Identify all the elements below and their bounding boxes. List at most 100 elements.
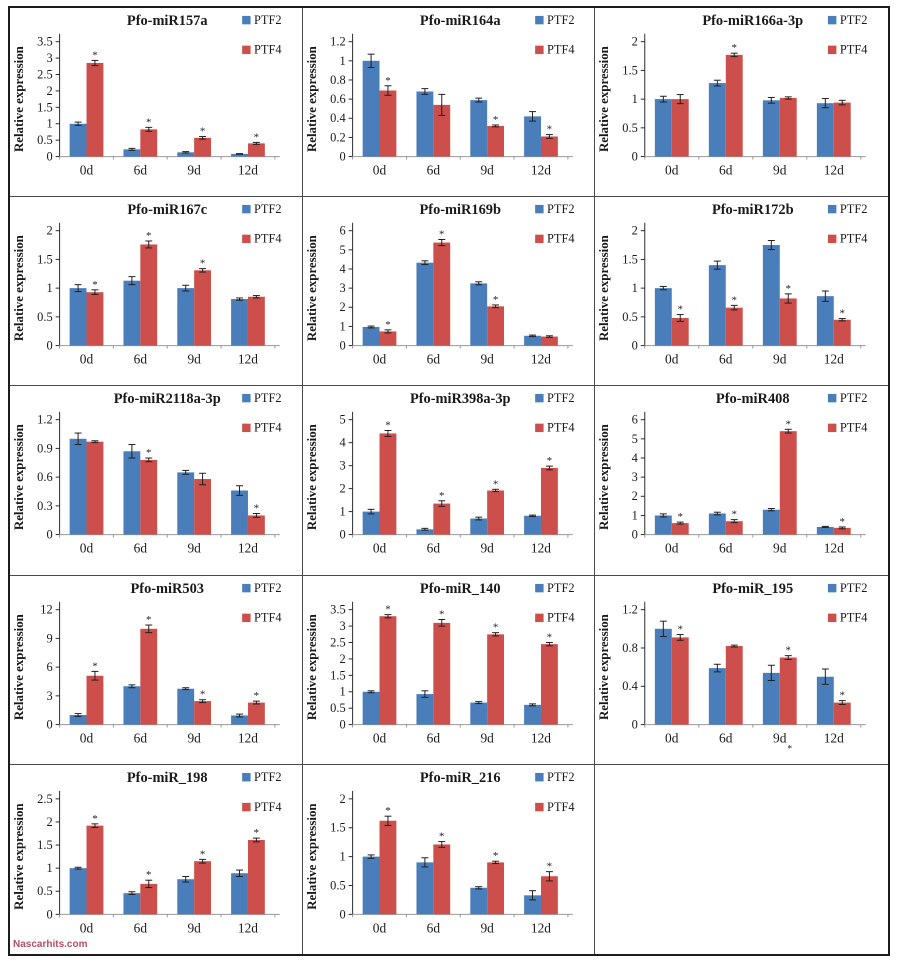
y-tick-label: 2 — [632, 224, 638, 238]
error-bar — [252, 141, 260, 145]
error-bar — [677, 94, 685, 105]
y-tick-label: 0.8 — [623, 641, 639, 655]
bar-ptf4-0d — [672, 637, 690, 725]
legend-ptf2-label: PTF2 — [840, 391, 868, 405]
bar-ptf2-0d — [69, 123, 87, 157]
error-bar — [74, 432, 82, 446]
bar-ptf4-9d — [194, 700, 212, 725]
error-bar — [528, 334, 536, 338]
watermark: Nascarhits.com — [13, 939, 88, 950]
legend-ptf2-label: PTF2 — [254, 770, 282, 784]
significance-asterisk: * — [786, 419, 791, 431]
legend-ptf2-label: PTF2 — [547, 13, 575, 27]
legend-ptf4-swatch — [242, 45, 251, 55]
legend-ptf4-label: PTF4 — [254, 421, 282, 435]
bar-ptf4-0d — [379, 820, 397, 915]
bar-ptf4-6d — [432, 622, 450, 725]
significance-asterisk: * — [200, 688, 205, 700]
y-tick-label: 3 — [632, 471, 638, 485]
y-tick-label: 0.5 — [330, 878, 345, 892]
bar-ptf2-6d — [416, 262, 433, 346]
bar-ptf2-0d — [362, 327, 380, 346]
y-axis-title: Relative expression — [597, 425, 611, 531]
bar-ptf2-0d — [69, 867, 87, 915]
bar-ptf2-9d — [177, 472, 195, 535]
x-tick-label: 0d — [80, 352, 94, 367]
x-tick-label: 12d — [238, 162, 258, 177]
bar-ptf2-9d — [469, 518, 487, 535]
y-tick-label: 2 — [339, 482, 345, 496]
error-bar — [74, 712, 82, 717]
bar-ptf4-6d — [726, 645, 744, 725]
y-tick-label: 0.4 — [623, 679, 639, 693]
y-tick-label: 12 — [40, 602, 52, 616]
bar-ptf4-0d — [672, 523, 690, 535]
significance-asterisk: * — [146, 116, 151, 128]
error-bar — [128, 444, 136, 459]
error-bar — [677, 314, 685, 323]
legend-ptf2-swatch — [828, 15, 837, 25]
legend-ptf4-label: PTF4 — [547, 800, 575, 814]
bar-ptf4-12d — [834, 528, 852, 535]
chart-title: Pfo-miR157a — [127, 13, 208, 29]
error-bar — [252, 513, 260, 519]
y-tick-label: 0.5 — [623, 121, 639, 135]
bar-ptf2-12d — [231, 299, 248, 346]
x-tick-label: 9d — [480, 541, 494, 556]
chart-6: Pfo-miR2118a-3p PTF2 PTF4 0 0.3 0.6 0.9 1.2 0d * 6… — [12, 391, 282, 556]
y-axis-title: Relative expression — [11, 803, 26, 909]
error-bar — [768, 240, 776, 251]
error-bar — [660, 620, 668, 637]
error-bar — [822, 526, 830, 529]
y-tick-label: 1 — [339, 320, 345, 334]
y-tick-label: 1.5 — [330, 668, 345, 682]
error-bar — [660, 95, 668, 103]
x-tick-label: 9d — [187, 352, 201, 367]
significance-asterisk: * — [385, 603, 390, 615]
legend-ptf2-swatch — [242, 772, 251, 782]
error-bar — [421, 260, 429, 266]
bar-ptf4-12d — [540, 136, 558, 157]
legend-ptf4-label: PTF4 — [840, 421, 868, 435]
x-tick-label: 12d — [238, 730, 258, 745]
error-bar — [839, 699, 847, 705]
error-bar — [182, 284, 190, 292]
x-tick-label: 9d — [480, 162, 494, 177]
chart-cell-pfo-mir2118a-3p: Pfo-miR2118a-3p PTF2 PTF4 0 0.3 0.6 0.9 1.2 0d * 6… — [10, 386, 303, 576]
bar-ptf4-12d — [540, 336, 558, 346]
bar-ptf2-6d — [416, 91, 433, 157]
bar-ptf2-9d — [469, 887, 487, 915]
bar-ptf2-9d — [177, 879, 195, 915]
y-tick-label: 0 — [46, 528, 52, 542]
error-bar — [91, 59, 99, 67]
x-tick-label: 12d — [531, 352, 551, 367]
error-bar — [384, 430, 392, 438]
x-tick-label: 6d — [719, 541, 733, 556]
y-tick-label: 1 — [46, 281, 52, 295]
x-tick-label: 6d — [134, 162, 148, 177]
legend-ptf4-label: PTF4 — [254, 610, 282, 624]
x-tick-label: 6d — [719, 162, 733, 177]
error-bar — [677, 633, 685, 641]
error-bar — [474, 885, 482, 890]
bar-ptf4-0d — [86, 292, 104, 346]
bar-ptf4-6d — [432, 503, 450, 535]
x-tick-label: 6d — [134, 352, 148, 367]
bar-ptf4-0d — [672, 318, 690, 346]
y-tick-label: 1.5 — [623, 63, 639, 77]
significance-asterisk: * — [493, 850, 498, 862]
x-tick-label: 9d — [773, 352, 787, 367]
y-tick-label: 1 — [46, 117, 52, 131]
error-bar — [145, 126, 153, 132]
error-bar — [199, 136, 207, 140]
y-axis-title: Relative expression — [305, 46, 319, 152]
bar-ptf4-9d — [486, 490, 504, 535]
y-tick-label: 5 — [339, 413, 345, 427]
chart-cell-pfo-mir164a: Pfo-miR164a PTF2 PTF4 0 0.2 0.4 0.6 0.8 1 1.2 * 0d 6… — [302, 8, 596, 198]
legend-ptf4-label: PTF4 — [254, 800, 282, 814]
x-tick-label: 0d — [665, 162, 679, 177]
x-tick-label: 12d — [238, 352, 258, 367]
y-tick-label: 0 — [339, 339, 345, 353]
significance-asterisk: * — [678, 623, 683, 635]
y-tick-label: 2.5 — [37, 792, 52, 806]
